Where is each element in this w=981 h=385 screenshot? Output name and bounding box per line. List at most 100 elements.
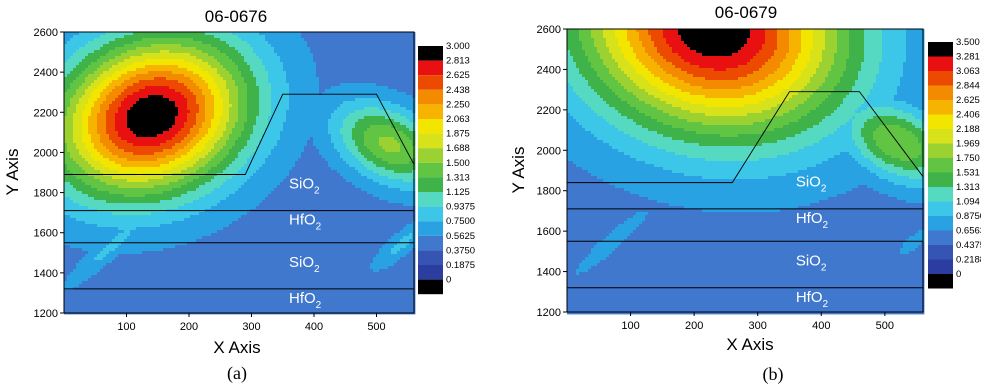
heat-cell xyxy=(160,50,164,54)
heat-cell xyxy=(226,128,230,132)
heat-cell xyxy=(103,95,107,99)
heat-cell xyxy=(73,47,77,51)
heat-cell xyxy=(67,68,71,72)
heat-cell xyxy=(376,98,380,102)
heat-cell xyxy=(361,47,365,51)
heat-cell xyxy=(325,140,329,144)
heat-cell xyxy=(118,47,122,51)
heat-cell xyxy=(313,146,317,150)
heat-cell xyxy=(184,71,188,75)
heat-cell xyxy=(409,77,413,81)
heat-cell xyxy=(106,152,110,156)
heat-cell xyxy=(358,83,362,87)
heat-cell xyxy=(139,89,143,93)
heat-cell xyxy=(319,71,323,75)
heat-cell xyxy=(328,32,332,36)
heat-cell xyxy=(127,149,131,153)
heat-cell xyxy=(163,68,167,72)
heat-cell xyxy=(394,119,398,123)
heat-cell xyxy=(325,98,329,102)
heat-cell xyxy=(136,86,140,90)
heat-cell xyxy=(127,92,131,96)
heat-cell xyxy=(91,38,95,42)
heat-cell xyxy=(106,56,110,60)
heat-cell xyxy=(112,32,116,36)
heat-cell xyxy=(169,119,173,123)
heat-cell xyxy=(250,119,254,123)
heat-cell xyxy=(403,53,407,57)
heat-cell xyxy=(277,113,281,117)
heat-cell xyxy=(70,143,74,147)
heat-cell xyxy=(160,71,164,75)
heat-cell xyxy=(133,128,137,132)
heat-cell xyxy=(229,56,233,60)
heat-cell xyxy=(85,59,89,63)
heat-cell xyxy=(322,77,326,81)
heat-cell xyxy=(271,83,275,87)
heat-cell xyxy=(223,77,227,81)
heat-cell xyxy=(235,152,239,156)
heat-cell xyxy=(145,83,149,87)
heat-cell xyxy=(97,119,101,123)
heat-cell xyxy=(232,32,236,36)
heat-cell xyxy=(316,98,320,102)
heat-cell xyxy=(184,125,188,129)
heat-cell xyxy=(181,119,185,123)
heat-cell xyxy=(241,95,245,99)
heat-cell xyxy=(259,137,263,141)
heat-cell xyxy=(298,53,302,57)
heat-cell xyxy=(289,92,293,96)
heat-cell xyxy=(358,56,362,60)
heat-cell xyxy=(148,116,152,120)
heat-cell xyxy=(298,131,302,135)
heat-cell xyxy=(391,95,395,99)
heat-cell xyxy=(217,113,221,117)
heat-cell xyxy=(349,41,353,45)
heat-cell xyxy=(355,62,359,66)
heat-cell xyxy=(304,77,308,81)
heat-cell xyxy=(136,155,140,159)
heat-cell xyxy=(133,38,137,42)
heat-cell xyxy=(121,71,125,75)
heat-cell xyxy=(184,35,188,39)
heat-cell xyxy=(274,44,278,48)
heat-cell xyxy=(394,41,398,45)
heat-cell xyxy=(124,50,128,54)
heat-cell xyxy=(148,131,152,135)
heat-cell xyxy=(109,44,113,48)
heat-cell xyxy=(373,104,377,108)
heat-cell xyxy=(220,98,224,102)
heat-cell xyxy=(115,53,119,57)
heat-cell xyxy=(331,50,335,54)
heat-cell xyxy=(91,74,95,78)
heat-cell xyxy=(241,113,245,117)
heat-cell xyxy=(268,128,272,132)
heat-cell xyxy=(157,47,161,51)
heat-cell xyxy=(403,107,407,111)
heat-cell xyxy=(268,44,272,48)
heat-cell xyxy=(355,110,359,114)
heat-cell xyxy=(244,122,248,126)
heat-cell xyxy=(376,116,380,120)
heat-cell xyxy=(82,110,86,114)
heat-cell xyxy=(136,71,140,75)
heat-cell xyxy=(250,41,254,45)
heat-cell xyxy=(268,131,272,135)
heat-cell xyxy=(145,53,149,57)
heat-cell xyxy=(310,53,314,57)
heat-cell xyxy=(403,74,407,78)
heat-cell xyxy=(247,86,251,90)
heat-cell xyxy=(154,104,158,108)
heat-cell xyxy=(79,104,83,108)
heat-cell xyxy=(115,131,119,135)
heat-cell xyxy=(208,101,212,105)
heat-cell xyxy=(127,74,131,78)
heat-cell xyxy=(397,53,401,57)
heat-cell xyxy=(226,83,230,87)
heat-cell xyxy=(157,56,161,60)
heat-cell xyxy=(298,110,302,114)
heat-cell xyxy=(121,59,125,63)
heat-cell xyxy=(265,158,269,162)
heat-cell xyxy=(196,98,200,102)
heat-cell xyxy=(169,140,173,144)
